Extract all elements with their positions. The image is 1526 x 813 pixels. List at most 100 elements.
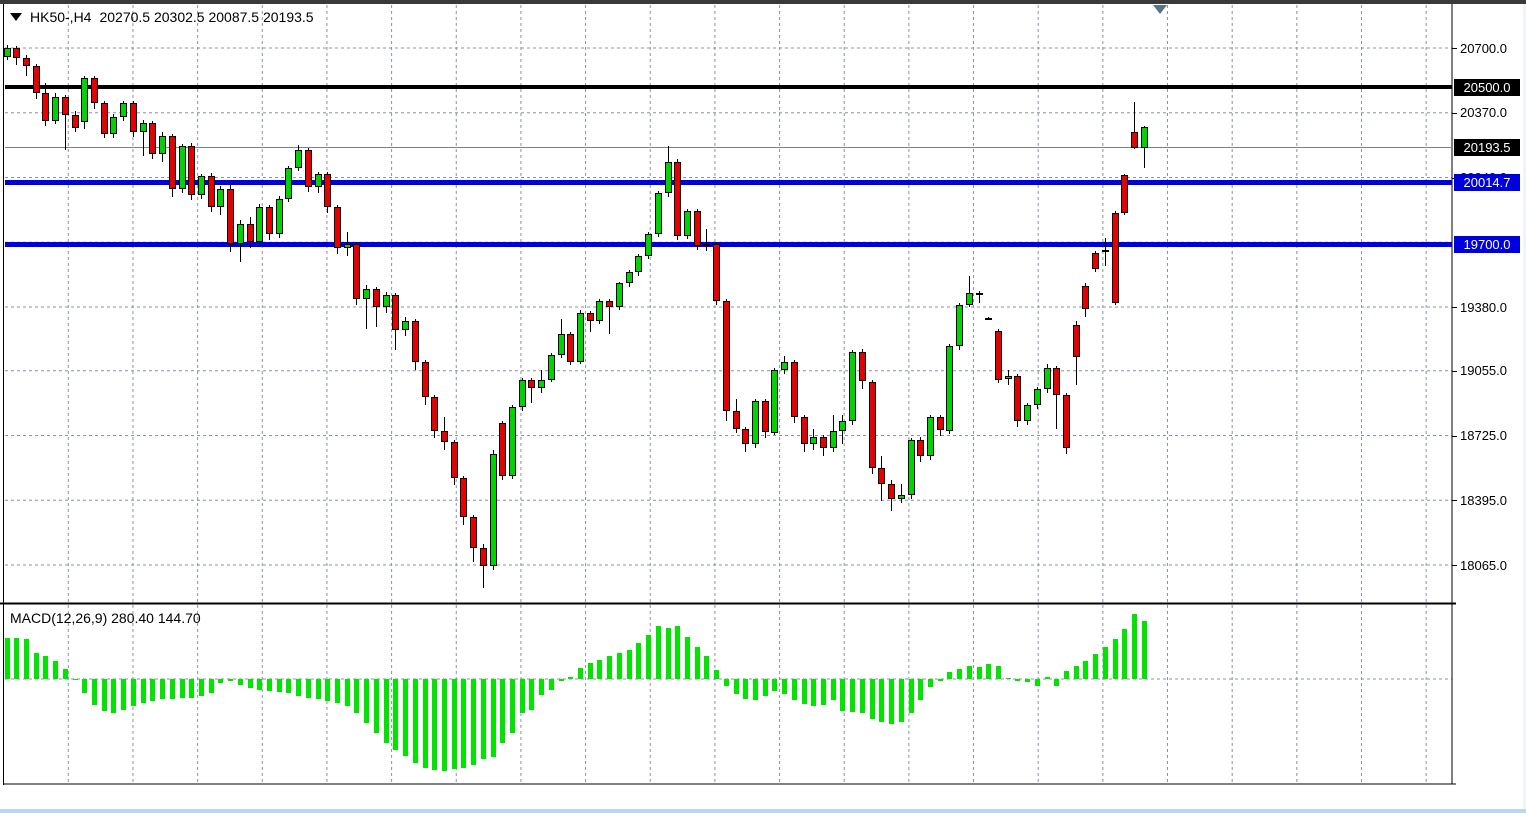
candle-body-bull (295, 150, 303, 168)
candle-body-bear (353, 244, 361, 300)
macd-histogram-bar (859, 679, 865, 714)
macd-histogram-bar (23, 639, 29, 679)
macd-histogram-bar (811, 679, 817, 706)
candle-body-bull (615, 283, 623, 307)
candle-wick (531, 377, 533, 404)
symbol-period-label: HK50-,H4 (30, 9, 92, 25)
candle-body-bull (52, 97, 60, 121)
macd-histogram-bar (1132, 614, 1137, 679)
macd-histogram-bar (548, 679, 554, 690)
candle-body-bull (829, 430, 837, 449)
candle-body-bull (1004, 375, 1012, 380)
macd-histogram-bar (33, 653, 39, 679)
candle-body-bear (334, 206, 341, 249)
price-tickmark (1452, 307, 1457, 308)
candle-wick (1134, 102, 1135, 150)
macd-histogram-bar (850, 679, 856, 712)
macd-histogram-bar (558, 679, 564, 682)
candle-body-bear (61, 97, 69, 115)
candle-body-bear (868, 381, 876, 468)
macd-histogram-bar (568, 676, 574, 679)
macd-histogram-bar (675, 625, 681, 679)
symbol-dropdown-icon[interactable] (10, 13, 22, 21)
chart-left-border (3, 4, 4, 785)
level-line-current-price[interactable] (5, 146, 1452, 148)
candle-body-bull (139, 122, 147, 133)
ohlc-values: 20270.5 20302.5 20087.5 20193.5 (99, 9, 314, 25)
candle-body-bear (820, 436, 827, 449)
candle-body-bull (781, 361, 789, 370)
candle-body-bull (849, 352, 857, 421)
candle-body-bull (3, 48, 11, 57)
macd-histogram-bar (636, 643, 642, 679)
candle-body-bull (897, 495, 905, 500)
candle-body-bull (236, 223, 244, 245)
macd-histogram-bar (121, 679, 127, 710)
macd-histogram-bar (208, 679, 214, 693)
macd-histogram-bar (461, 679, 467, 768)
candle-body-bull (956, 305, 964, 347)
macd-histogram-bar (140, 679, 146, 703)
level-line-support-19700[interactable] (5, 241, 1452, 247)
candle-wick (589, 310, 591, 333)
candle-body-bear (470, 516, 478, 549)
candle-body-bull (926, 416, 934, 456)
macd-histogram-bar (616, 653, 622, 679)
candle-body-bear (499, 422, 507, 476)
candle-wick (1056, 365, 1058, 429)
candle-body-bull (1024, 405, 1032, 421)
candle-body-bull (178, 146, 186, 190)
macd-histogram-bar (529, 679, 535, 710)
macd-histogram-bar (733, 679, 739, 695)
candle-body-bear (693, 210, 701, 247)
candle-body-bull (664, 161, 672, 194)
macd-histogram-bar (82, 679, 88, 693)
candle-body-bull (508, 407, 516, 476)
level-line-resistance-20500[interactable] (5, 85, 1452, 90)
macd-histogram-bar (53, 661, 59, 679)
macd-histogram-bar (947, 672, 953, 679)
candle-body-bull (985, 317, 993, 320)
candle-body-bull (771, 369, 779, 433)
candle-body-bear (1101, 250, 1109, 253)
level-line-support-20014[interactable] (5, 180, 1452, 185)
macd-histogram-bar (869, 679, 875, 720)
macd-histogram-bar (441, 679, 447, 771)
macd-histogram-bar (1025, 679, 1031, 683)
macd-histogram-bar (305, 679, 311, 698)
chart-shift-marker-icon[interactable] (1153, 5, 1167, 14)
macd-histogram-bar (1112, 638, 1118, 679)
macd-histogram-bar (169, 679, 175, 699)
price-badge-support-19700: 19700.0 (1454, 235, 1520, 253)
candle-body-bear (1014, 375, 1022, 421)
macd-histogram-bar (1005, 678, 1011, 679)
macd-histogram-bar (684, 636, 690, 679)
candle-body-bull (538, 379, 546, 389)
candle-body-bull (907, 440, 915, 496)
macd-histogram-bar (1064, 670, 1069, 679)
price-tickmark (1452, 48, 1457, 49)
candle-body-bull (547, 355, 555, 380)
candle-body-bear (1072, 324, 1080, 357)
macd-histogram-bar (1015, 679, 1021, 682)
macd-histogram-bar (743, 679, 749, 699)
macd-histogram-bar (72, 679, 78, 680)
candle-body-bull (965, 293, 973, 305)
macd-histogram-bar (62, 669, 68, 679)
macd-histogram-bar (198, 679, 204, 696)
candle-body-bull (159, 136, 166, 154)
candle-body-bear (1082, 286, 1090, 309)
macd-histogram-bar (752, 679, 758, 700)
candle-body-bear (674, 161, 682, 237)
candle-body-bear (1111, 212, 1119, 303)
candle-wick (978, 291, 980, 304)
candle-body-bull (256, 206, 264, 243)
macd-histogram-bar (889, 679, 894, 724)
macd-histogram-bar (266, 679, 272, 691)
candle-body-bull (518, 379, 526, 408)
price-tickmark (1452, 435, 1457, 437)
macd-histogram-bar (228, 679, 234, 682)
candle-body-bear (207, 175, 215, 207)
candle-body-bear (722, 301, 730, 411)
candle-body-bear (1063, 395, 1070, 449)
